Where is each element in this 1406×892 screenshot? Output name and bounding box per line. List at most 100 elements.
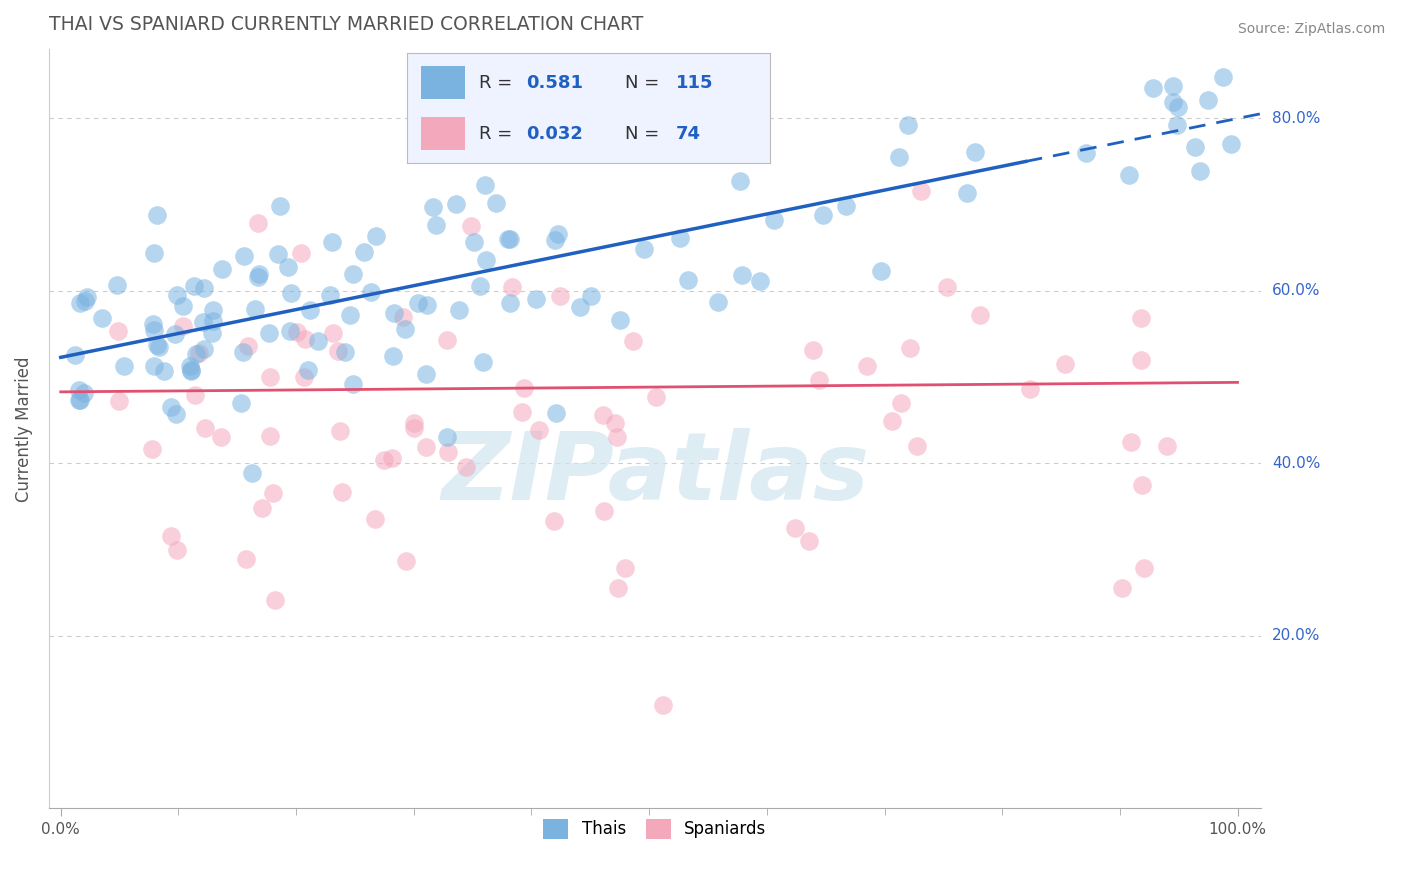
Point xyxy=(63,348,86,362)
Point xyxy=(201,326,224,340)
Point xyxy=(454,460,477,475)
Point xyxy=(415,440,437,454)
Point xyxy=(1188,164,1211,178)
Point xyxy=(152,364,174,378)
Point xyxy=(606,430,628,444)
Text: 80.0%: 80.0% xyxy=(1272,111,1320,126)
Point xyxy=(141,442,163,456)
Point xyxy=(339,308,361,322)
Point xyxy=(179,359,201,373)
Point xyxy=(321,235,343,249)
Text: Source: ZipAtlas.com: Source: ZipAtlas.com xyxy=(1237,22,1385,37)
Point xyxy=(392,310,415,325)
Point xyxy=(652,698,675,712)
Point xyxy=(231,396,253,410)
Point xyxy=(330,484,353,499)
Point xyxy=(1166,118,1188,132)
Point xyxy=(415,367,437,381)
Point xyxy=(550,289,572,303)
Point xyxy=(247,267,270,281)
Point xyxy=(148,340,170,354)
Point xyxy=(142,317,165,331)
Point xyxy=(211,261,233,276)
Point xyxy=(143,323,166,337)
Point xyxy=(160,529,183,543)
Point xyxy=(783,521,806,535)
Point xyxy=(1184,140,1206,154)
Point xyxy=(1142,81,1164,95)
Point xyxy=(184,347,207,361)
Point xyxy=(1133,560,1156,574)
Point xyxy=(474,178,496,192)
Point xyxy=(676,273,699,287)
Point xyxy=(69,295,91,310)
Point xyxy=(609,312,631,326)
Point xyxy=(1197,93,1219,107)
Point xyxy=(1111,581,1133,595)
Point xyxy=(1220,136,1243,151)
Point xyxy=(730,268,752,282)
Point xyxy=(394,322,416,336)
Point xyxy=(194,421,217,435)
Point xyxy=(236,338,259,352)
Point xyxy=(1167,100,1189,114)
Point xyxy=(280,285,302,300)
Point xyxy=(245,301,267,316)
Point xyxy=(342,267,364,281)
Point xyxy=(112,359,135,373)
Point xyxy=(1121,435,1143,450)
Point xyxy=(406,296,429,310)
Point xyxy=(510,404,533,418)
Point xyxy=(277,260,299,274)
Point xyxy=(436,430,458,444)
Point xyxy=(581,289,603,303)
Point xyxy=(1161,78,1184,93)
Point xyxy=(546,406,568,420)
Point xyxy=(513,381,536,395)
Point xyxy=(728,174,751,188)
Point xyxy=(1054,357,1077,371)
Point xyxy=(644,390,666,404)
Point xyxy=(801,343,824,357)
Point xyxy=(193,342,215,356)
Point xyxy=(333,345,356,359)
Point xyxy=(193,315,215,329)
Point xyxy=(425,219,447,233)
Point xyxy=(543,514,565,528)
Point xyxy=(250,501,273,516)
Point xyxy=(447,303,470,318)
Point xyxy=(669,231,692,245)
Point xyxy=(269,199,291,213)
Point xyxy=(278,325,301,339)
Point xyxy=(382,306,405,320)
Point xyxy=(1019,382,1042,396)
Point xyxy=(73,386,96,401)
Point xyxy=(146,209,169,223)
Point xyxy=(381,451,404,466)
Point xyxy=(264,592,287,607)
Point xyxy=(607,581,630,595)
Text: ZIPatlas: ZIPatlas xyxy=(441,428,869,521)
Point xyxy=(936,279,959,293)
Point xyxy=(1118,168,1140,182)
Point xyxy=(501,280,523,294)
Point xyxy=(165,407,187,421)
Point xyxy=(232,345,254,359)
Point xyxy=(262,485,284,500)
Point xyxy=(907,439,929,453)
Point xyxy=(69,393,91,408)
Point xyxy=(749,274,772,288)
Point xyxy=(142,246,165,260)
Point xyxy=(499,296,522,310)
Point xyxy=(1129,310,1152,325)
Point xyxy=(890,395,912,409)
Point xyxy=(437,445,460,459)
Point xyxy=(813,209,835,223)
Point xyxy=(209,430,232,444)
Point xyxy=(172,299,194,313)
Point xyxy=(382,349,405,363)
Point xyxy=(496,232,519,246)
Point xyxy=(797,534,820,549)
Point xyxy=(707,294,730,309)
Point xyxy=(569,301,592,315)
